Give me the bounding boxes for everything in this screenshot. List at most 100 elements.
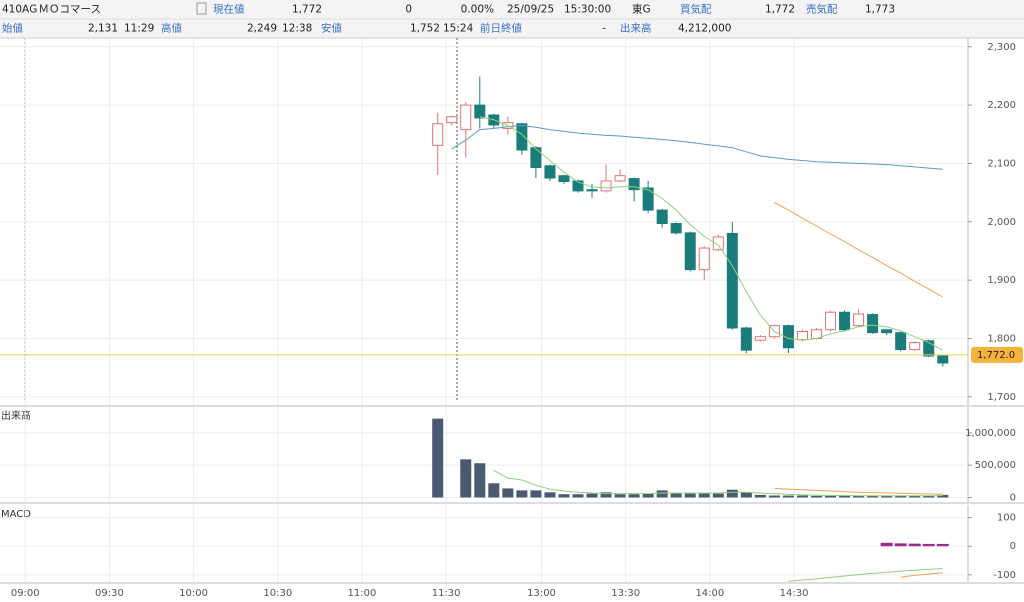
macd-bar — [922, 543, 935, 547]
volume-bar — [502, 488, 514, 498]
candle-body — [600, 180, 612, 192]
x-tick-label: 14:30 — [780, 588, 809, 599]
indicator-line — [900, 572, 943, 578]
macd-bar — [936, 543, 949, 547]
candle-body — [712, 236, 724, 251]
header-field: 安値 — [321, 22, 342, 35]
candle-body — [867, 314, 879, 334]
candle-body — [895, 332, 907, 351]
indicator-line — [493, 469, 943, 497]
header-field: 始値 — [2, 22, 23, 35]
volume-bar — [586, 493, 598, 498]
volume-bar — [516, 490, 528, 498]
header-field: 現在値 — [213, 3, 245, 16]
indicator-line — [774, 487, 943, 495]
header-field: 11:29 — [124, 23, 154, 35]
candle-body — [937, 355, 949, 364]
volume-bar — [825, 495, 837, 498]
y-tick-label: 0 — [1010, 492, 1016, 503]
volume-bar — [628, 494, 640, 498]
volume-bar — [712, 493, 724, 498]
x-tick-label: 11:00 — [348, 588, 377, 599]
header-field: 410A — [2, 4, 30, 16]
candle-body — [839, 311, 851, 331]
indicator-line — [479, 116, 943, 351]
volume-bar — [670, 493, 682, 498]
candle-body — [881, 329, 893, 334]
panel-title: MACD — [1, 509, 31, 520]
candle-body — [558, 175, 570, 183]
volume-bar — [460, 459, 472, 498]
candle-body — [825, 311, 837, 331]
header-field: - — [602, 23, 606, 35]
x-tick-label: 13:30 — [611, 588, 640, 599]
x-tick-label: 13:00 — [527, 588, 556, 599]
candle-body — [796, 330, 808, 341]
indicator-line — [788, 568, 943, 582]
candle-body — [670, 223, 682, 234]
candle-body — [740, 327, 752, 351]
header-field: 15:30:00 — [564, 4, 611, 16]
x-tick-label: 09:00 — [11, 588, 40, 599]
header-field: 2,249 — [247, 23, 277, 35]
candle-body — [754, 336, 766, 341]
candle-body — [446, 116, 458, 124]
candle-body — [432, 123, 444, 146]
x-tick-label: 09:30 — [95, 588, 124, 599]
header-field: 1,752 — [410, 23, 440, 35]
volume-bar — [740, 492, 752, 498]
volume-bar — [530, 490, 542, 498]
candle-body — [909, 342, 921, 351]
x-tick-label: 14:00 — [695, 588, 724, 599]
header-field: 2,131 — [88, 23, 118, 35]
volume-bar — [853, 495, 865, 498]
candle-body — [460, 104, 472, 131]
header-field: 高値 — [161, 22, 182, 35]
volume-bar — [558, 494, 570, 498]
candle-body — [684, 232, 696, 271]
macd-bar — [894, 543, 907, 547]
header-field: 出来高 — [620, 22, 652, 35]
y-tick-label: 2,200 — [987, 100, 1016, 111]
x-tick-label: 10:30 — [263, 588, 292, 599]
candle-body — [726, 232, 738, 329]
volume-bar — [839, 495, 851, 498]
indicator-line — [451, 124, 943, 170]
volume-bar — [642, 493, 654, 498]
candle-body — [614, 175, 626, 182]
y-tick-label: 2,000 — [987, 217, 1016, 228]
candle-body — [628, 178, 640, 191]
header-field: 15:24 — [443, 23, 474, 35]
macd-bar — [880, 542, 893, 547]
volume-bar — [923, 495, 935, 498]
volume-bar — [432, 418, 444, 498]
header-field: 1,773 — [865, 4, 895, 16]
macd-bar — [908, 543, 921, 547]
volume-bar — [544, 492, 556, 498]
header-field: 0.00% — [461, 4, 494, 16]
y-tick-label: 1,700 — [987, 392, 1016, 403]
candle-body — [642, 187, 654, 211]
volume-bar — [895, 495, 907, 498]
candle-body — [474, 104, 486, 119]
header-field: 売気配 — [806, 3, 838, 16]
candle-body — [923, 340, 935, 357]
volume-bar — [909, 495, 921, 498]
header-field: 4,212,000 — [678, 23, 731, 35]
header-field: 12:38 — [282, 23, 312, 35]
volume-bar — [614, 494, 626, 498]
x-tick-label: 10:00 — [179, 588, 208, 599]
volume-bar — [881, 495, 893, 498]
volume-bar — [684, 493, 696, 498]
candle-body — [572, 180, 584, 192]
candle-body — [782, 325, 794, 349]
y-tick-label: 500,000 — [975, 460, 1016, 471]
candle-body — [544, 165, 556, 179]
header-field: 買気配 — [680, 3, 712, 16]
volume-bar — [937, 494, 949, 498]
volume-bar — [656, 490, 668, 498]
volume-bar — [768, 495, 780, 498]
header-field: 0 — [405, 4, 412, 16]
panel-title: 出来高 — [1, 409, 31, 422]
